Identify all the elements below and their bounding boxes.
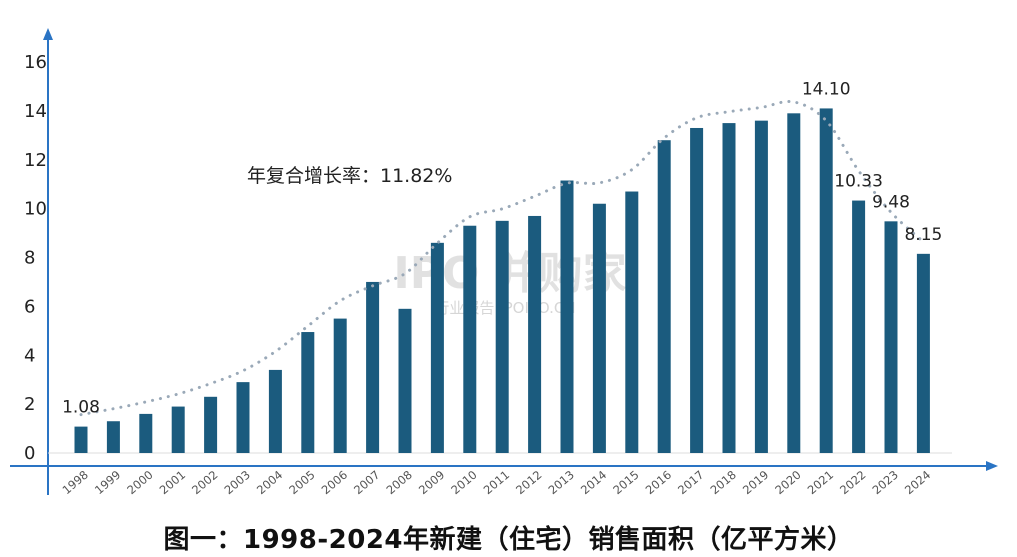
bar-2011 <box>495 220 509 453</box>
bar-1998 <box>74 426 88 453</box>
bar-2018 <box>722 123 736 453</box>
bar-2023 <box>884 221 898 453</box>
y-tick-label: 10 <box>24 199 47 220</box>
x-tick-labels: 1998 1999 2000 2001 2002 2003 2004 2005 2006 2007… <box>59 468 933 498</box>
bars <box>74 108 930 454</box>
x-tick-label: 2018 <box>707 468 738 498</box>
bar-2012 <box>528 215 542 453</box>
x-tick-label: 2008 <box>383 468 414 498</box>
trend-dotted-line <box>79 99 925 417</box>
x-tick-label: 2001 <box>157 468 188 498</box>
cagr-annotation: 年复合增长率：11.82% <box>247 165 452 187</box>
y-tick-label: 16 <box>24 52 47 73</box>
x-tick-label: 2024 <box>902 468 933 498</box>
bar-2003 <box>236 382 250 453</box>
bar-2022 <box>852 200 866 453</box>
x-tick-label: 2003 <box>221 468 252 498</box>
y-tick-label: 8 <box>24 248 35 269</box>
y-tick-label: 14 <box>24 101 47 122</box>
bar-2002 <box>204 396 218 453</box>
y-tick-label: 2 <box>24 394 35 415</box>
x-tick-label: 2023 <box>869 468 900 498</box>
x-tick-label: 1999 <box>92 468 123 498</box>
x-tick-label: 2021 <box>805 468 836 498</box>
x-tick-label: 2013 <box>545 468 576 498</box>
bar-2000 <box>139 413 153 453</box>
chart-caption: 图一：1998-2024年新建（住宅）销售面积（亿平方米） <box>163 525 854 555</box>
y-axis-arrow-icon <box>43 28 53 40</box>
bar-2009 <box>430 242 444 453</box>
x-tick-label: 2004 <box>254 468 285 498</box>
bar-2019 <box>754 120 768 454</box>
bar-2014 <box>592 203 606 453</box>
x-tick-label: 2000 <box>124 468 155 498</box>
data-label-1998: 1.08 <box>62 398 100 418</box>
bar-1999 <box>106 421 120 453</box>
x-tick-label: 2010 <box>448 468 479 498</box>
x-tick-label: 2005 <box>286 468 317 498</box>
bar-2017 <box>690 127 704 453</box>
data-label-2023: 9.48 <box>872 192 910 212</box>
x-tick-label: 2016 <box>643 468 674 498</box>
bar-2020 <box>787 113 801 453</box>
bar-2024 <box>916 253 930 453</box>
x-tick-label: 2022 <box>837 468 868 498</box>
x-tick-label: 2009 <box>416 468 447 498</box>
x-tick-label: 2015 <box>610 468 641 498</box>
bar-2015 <box>625 191 639 454</box>
bar-2013 <box>560 180 574 453</box>
data-labels: 1.08 14.10 10.339.48 8.15 <box>62 79 942 417</box>
x-tick-label: 1998 <box>59 468 90 498</box>
bar-2016 <box>657 140 671 453</box>
x-tick-label: 2007 <box>351 468 382 498</box>
bar-2006 <box>333 318 347 453</box>
data-label-2022: 10.33 <box>834 172 883 192</box>
watermark: IPO 并购家 行业报告 IPOIPO.CN <box>393 248 626 317</box>
bar-2005 <box>301 332 315 453</box>
bar-2004 <box>268 369 282 453</box>
bar-2021 <box>819 108 833 454</box>
y-tick-label: 12 <box>24 150 47 171</box>
watermark-brand: IPO 并购家 <box>393 248 626 299</box>
x-tick-label: 2011 <box>481 468 512 498</box>
y-tick-label: 4 <box>24 345 35 366</box>
x-tick-label: 2017 <box>675 468 706 498</box>
y-tick-label: 6 <box>24 296 35 317</box>
x-tick-label: 2002 <box>189 468 220 498</box>
bar-2008 <box>398 308 412 453</box>
bar-2010 <box>463 225 477 453</box>
x-tick-label: 2019 <box>740 468 771 498</box>
data-label-2024: 8.15 <box>904 225 942 245</box>
bar-2001 <box>171 406 185 453</box>
x-axis-arrow-icon <box>986 461 998 471</box>
trend-line <box>79 99 925 417</box>
y-tick-label: 0 <box>24 443 35 464</box>
x-tick-label: 2006 <box>319 468 350 498</box>
data-label-2021: 14.10 <box>802 79 851 99</box>
bar-2007 <box>366 281 380 453</box>
x-tick-label: 2012 <box>513 468 544 498</box>
x-tick-label: 2014 <box>578 468 609 498</box>
y-tick-labels: 0 2 4 6 8 10 12 14 16 <box>24 52 47 464</box>
x-tick-label: 2020 <box>772 468 803 498</box>
